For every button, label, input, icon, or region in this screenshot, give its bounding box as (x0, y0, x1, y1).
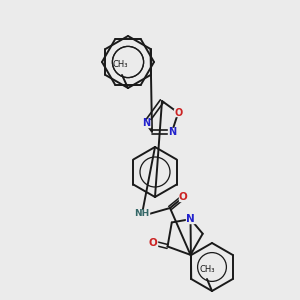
Bar (148, 240, 157, 247)
Text: O: O (178, 192, 188, 202)
Bar (135, 210, 149, 218)
Bar (186, 215, 195, 223)
Bar (168, 128, 176, 135)
Text: N: N (186, 214, 195, 224)
Text: CH₃: CH₃ (112, 60, 128, 69)
Text: O: O (148, 238, 157, 248)
Bar (179, 194, 187, 200)
Text: N: N (168, 127, 176, 137)
Text: O: O (174, 108, 182, 118)
Text: N: N (142, 118, 150, 128)
Text: NH: NH (134, 209, 150, 218)
Text: CH₃: CH₃ (199, 265, 215, 274)
Bar (174, 109, 182, 116)
Bar (142, 120, 150, 127)
